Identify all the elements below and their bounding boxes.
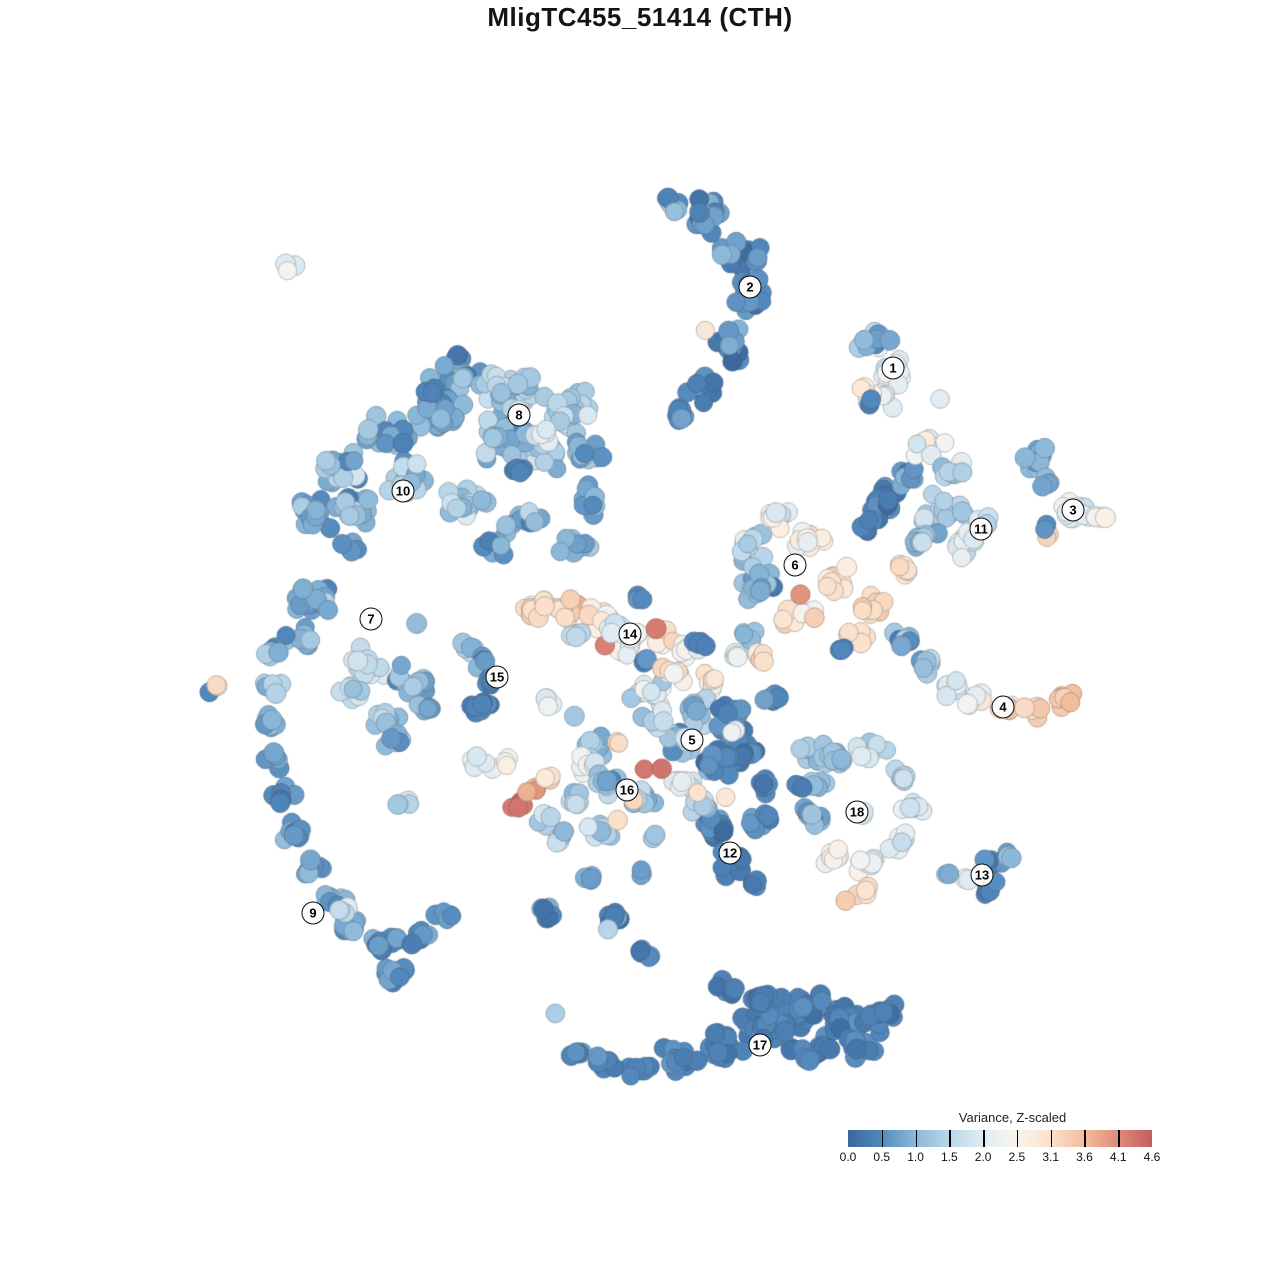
colorbar-tick-label: 4.1 <box>1109 1150 1127 1164</box>
cluster-label-2: 2 <box>738 275 762 299</box>
colorbar-tick-label: 2.0 <box>974 1150 992 1164</box>
colorbar-tick-label: 1.0 <box>907 1150 924 1164</box>
cluster-label-7: 7 <box>359 607 383 631</box>
plot-title: MligTC455_51414 (CTH) <box>487 2 793 32</box>
cluster-label-11: 11 <box>969 517 993 541</box>
cluster-label-12: 12 <box>718 841 742 865</box>
colorbar-tick <box>1050 1130 1053 1147</box>
colorbar-tick-label: 3.1 <box>1042 1150 1059 1164</box>
colorbar-tick-labels: 0.0 0.5 1.0 1.5 2.0 2.5 3.1 3.6 4.1 4.6 <box>840 1150 1161 1164</box>
cluster-label-4: 4 <box>991 695 1015 719</box>
colorbar-tick-label: 2.5 <box>1008 1150 1026 1164</box>
colorbar-tick <box>983 1130 985 1147</box>
colorbar-legend: Variance, Z-scaled 0.0 0.5 1.0 1.5 2.0 2.5 3.1… <box>840 1110 1161 1164</box>
cluster-label-15: 15 <box>485 665 509 689</box>
cluster-label-9: 9 <box>301 901 325 925</box>
colorbar-tick <box>881 1130 884 1147</box>
cluster-label-1: 1 <box>881 356 905 380</box>
cluster-label-10: 10 <box>391 479 415 503</box>
cluster-label-18: 18 <box>845 800 869 824</box>
colorbar-tick-label: 3.6 <box>1076 1150 1093 1164</box>
colorbar-tick-label: 0.5 <box>873 1150 891 1164</box>
cluster-label-5: 5 <box>680 728 704 752</box>
colorbar-gradient <box>848 1130 1152 1147</box>
cluster-label-3: 3 <box>1061 498 1085 522</box>
cluster-label-13: 13 <box>970 863 994 887</box>
colorbar-tick <box>915 1130 917 1147</box>
colorbar-tick-label: 0.0 <box>839 1150 857 1164</box>
cluster-label-14: 14 <box>618 622 642 646</box>
colorbar-tick <box>1016 1130 1019 1147</box>
colorbar-title: Variance, Z-scaled <box>958 1110 1067 1125</box>
colorbar-tick <box>949 1130 951 1147</box>
colorbar-tick-label: 1.5 <box>940 1150 958 1164</box>
cluster-label-16: 16 <box>615 778 639 802</box>
cluster-label-6: 6 <box>783 553 807 577</box>
colorbar-tick <box>1118 1130 1120 1147</box>
colorbar-tick <box>1084 1130 1086 1147</box>
colorbar-tick-label: 4.6 <box>1143 1150 1161 1164</box>
cluster-label-8: 8 <box>507 403 531 427</box>
cluster-label-17: 17 <box>748 1033 772 1057</box>
